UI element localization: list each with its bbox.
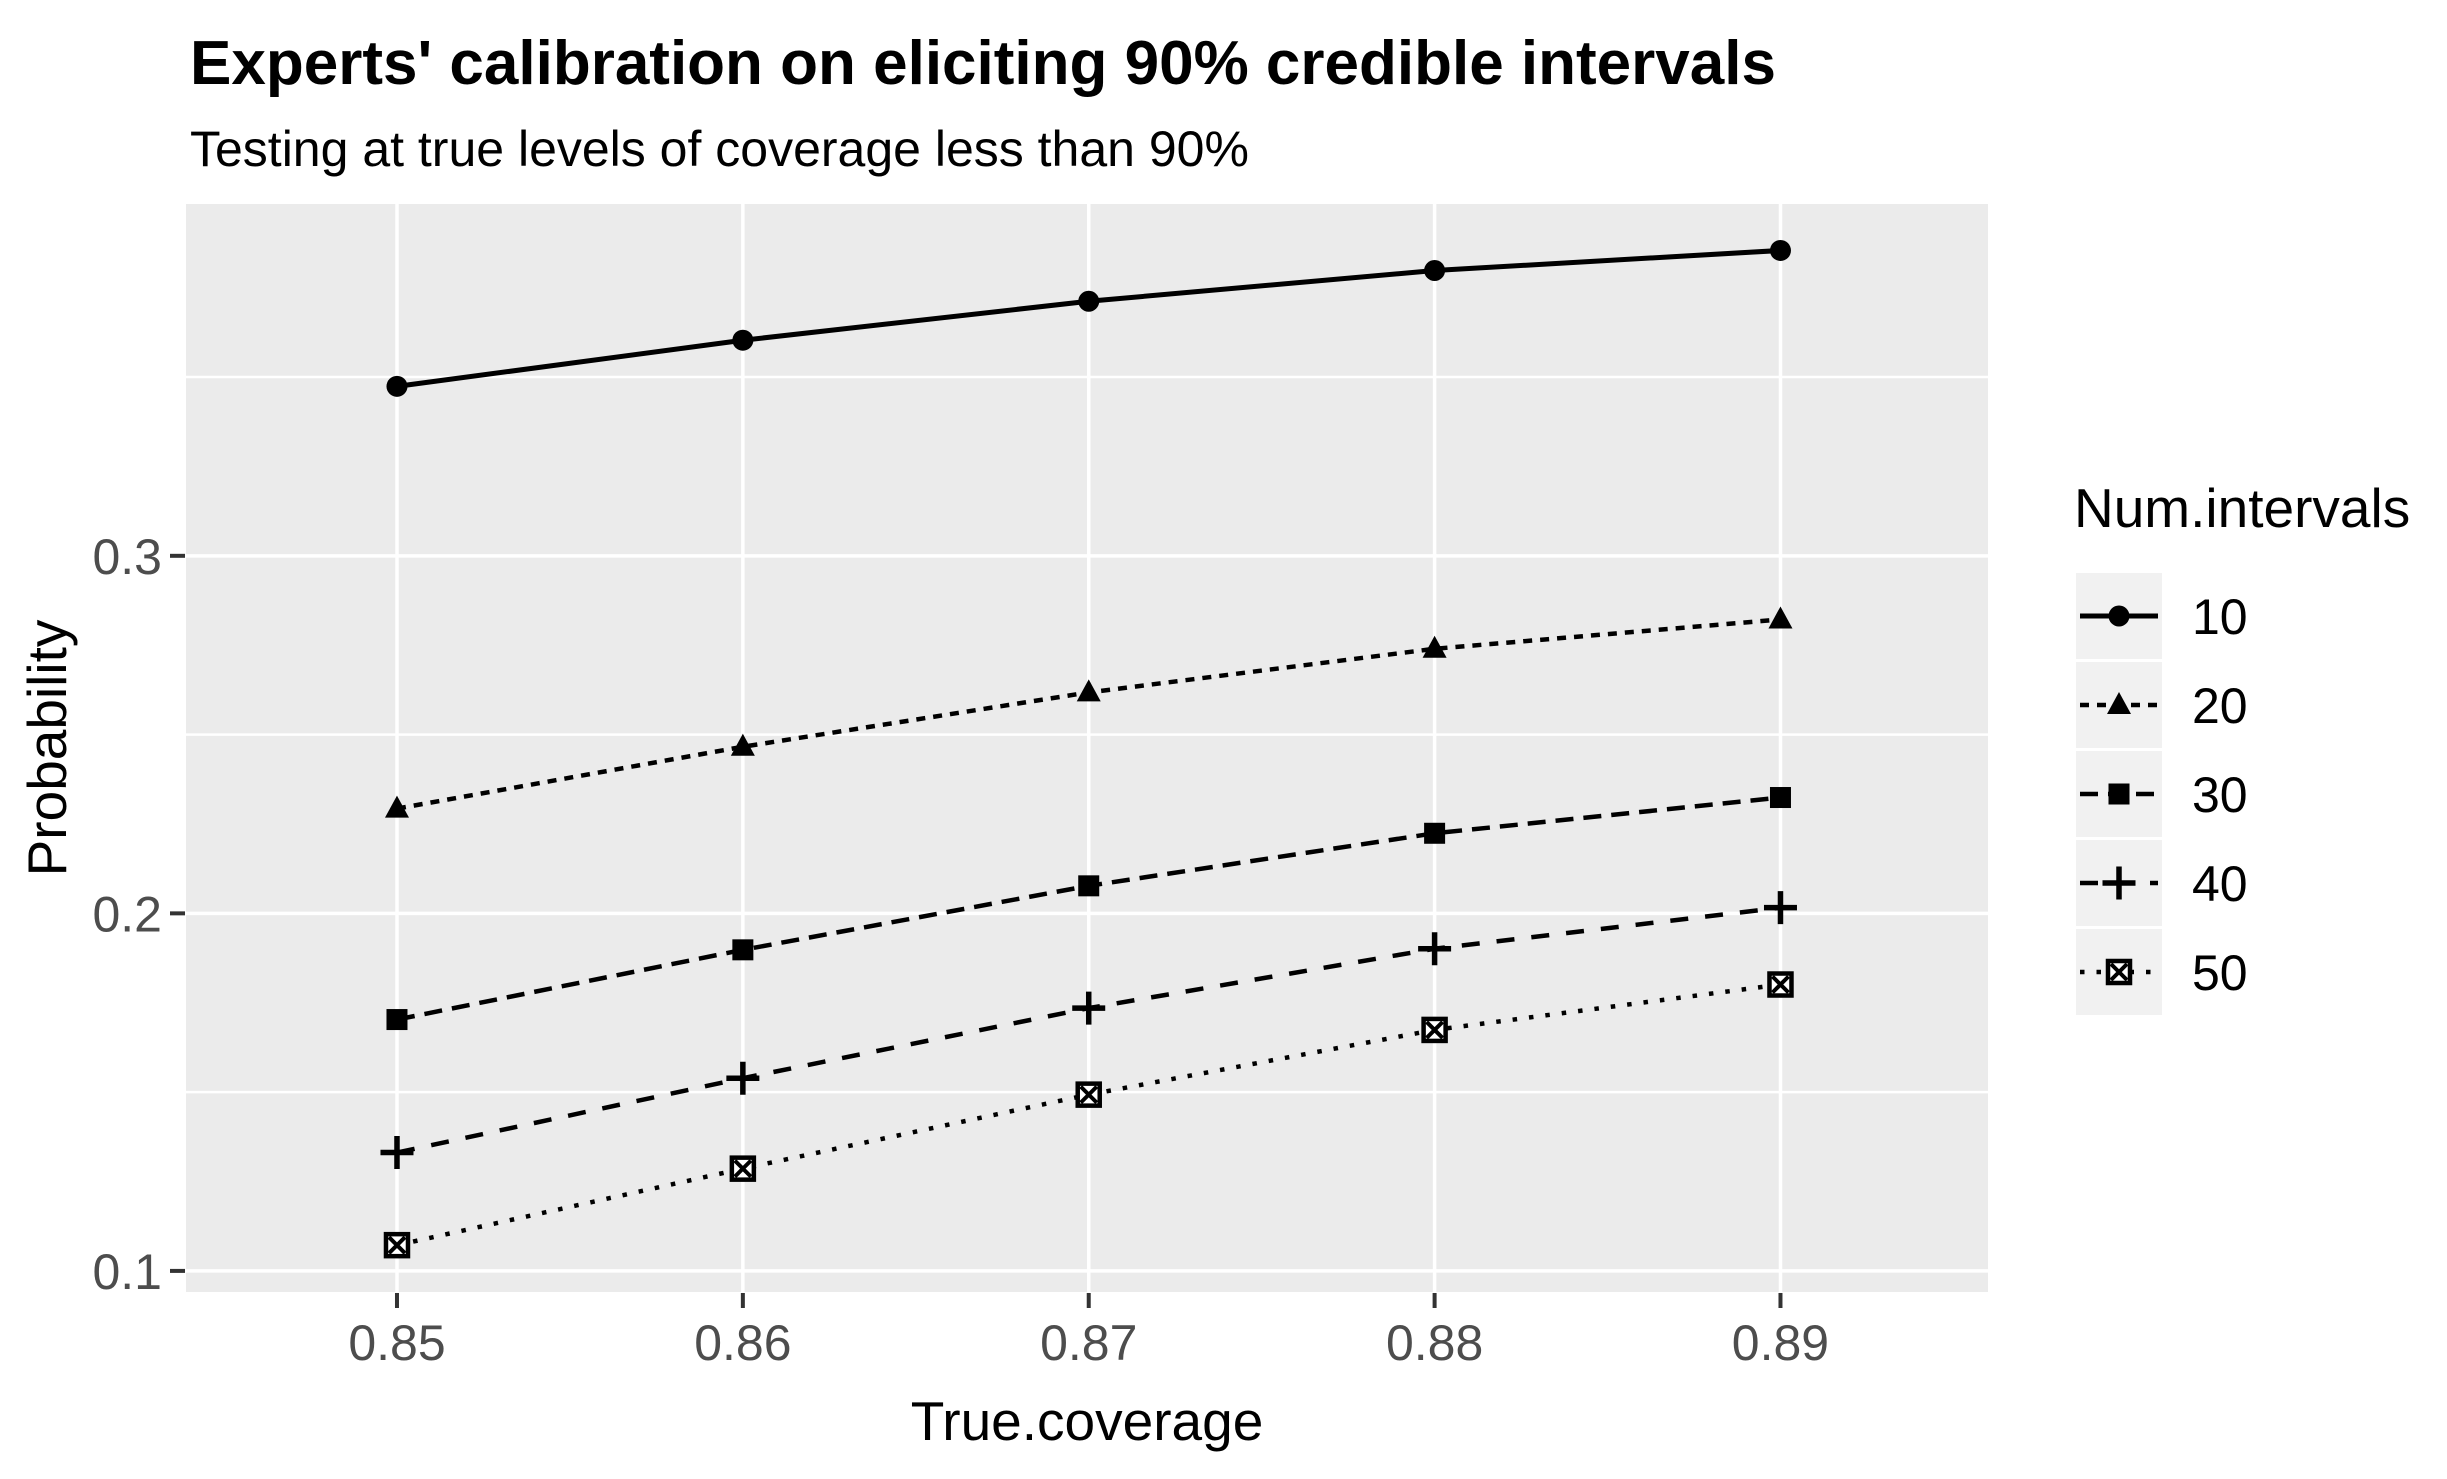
x-tick-label-0.87: 0.87 [1040, 1315, 1137, 1371]
legend-label-30: 30 [2192, 767, 2248, 823]
data-point-20-0.86 [730, 733, 755, 756]
y-tick-label-0.3: 0.3 [92, 529, 162, 585]
data-point-20-0.89 [1768, 606, 1793, 629]
data-point-30-0.87 [1078, 875, 1100, 897]
data-point-30-0.85 [386, 1009, 408, 1031]
data-point-10-0.85 [386, 375, 408, 397]
y-tick-label-0.2: 0.2 [92, 886, 162, 942]
x-tick-label-0.86: 0.86 [694, 1315, 791, 1371]
data-point-30-0.86 [732, 939, 754, 961]
x-tick-label-0.88: 0.88 [1386, 1315, 1483, 1371]
plot-panel-layer: 0.85 0.86 0.87 0.88 0.89 0.1 0.2 0.3 [92, 204, 1988, 1371]
x-tick-label-0.89: 0.89 [1732, 1315, 1829, 1371]
data-point-10-0.86 [732, 329, 754, 351]
data-point-50-0.86-cross [733, 1159, 753, 1179]
plot-subtitle: Testing at true levels of coverage less … [190, 121, 1249, 177]
legend: 10 20 30 40 50 [2076, 573, 2248, 1015]
legend-label-20: 20 [2192, 678, 2248, 734]
legend-key-symbol-50-cross [2109, 962, 2129, 982]
data-point-10-0.89 [1769, 239, 1791, 261]
legend-label-10: 10 [2192, 589, 2248, 645]
legend-key-symbol-40 [2102, 866, 2136, 900]
x-tick-label-0.85: 0.85 [348, 1315, 445, 1371]
data-point-40-0.85 [380, 1136, 414, 1170]
data-point-50-0.87-cross [1079, 1085, 1099, 1105]
y-tick-label-0.1: 0.1 [92, 1244, 162, 1300]
legend-label-40: 40 [2192, 856, 2248, 912]
data-point-50-0.89-cross [1771, 975, 1790, 994]
data-point-10-0.88 [1424, 260, 1446, 282]
data-point-40-0.86 [726, 1061, 760, 1095]
data-point-10-0.87 [1078, 290, 1100, 312]
y-axis-title: Probability [16, 619, 78, 876]
data-point-20-0.87 [1076, 679, 1101, 702]
plot-title: Experts' calibration on eliciting 90% cr… [190, 29, 1776, 98]
x-axis-title: True.coverage [911, 1390, 1264, 1452]
data-point-30-0.89 [1769, 787, 1791, 809]
data-point-30-0.88 [1424, 822, 1446, 844]
data-point-40-0.88 [1418, 932, 1452, 966]
data-point-20-0.88 [1422, 635, 1447, 658]
legend-key-symbol-30 [2108, 783, 2130, 805]
data-point-50-0.88-cross [1425, 1020, 1445, 1040]
data-point-20-0.85 [384, 795, 409, 818]
data-point-50-0.85-cross [387, 1235, 407, 1255]
data-point-40-0.87 [1072, 991, 1106, 1025]
legend-key-symbol-20 [2107, 692, 2131, 714]
data-point-40-0.89 [1763, 891, 1797, 925]
legend-key-symbol-10 [2108, 605, 2130, 627]
legend-title: Num.intervals [2074, 477, 2410, 539]
legend-label-50: 50 [2192, 945, 2248, 1001]
